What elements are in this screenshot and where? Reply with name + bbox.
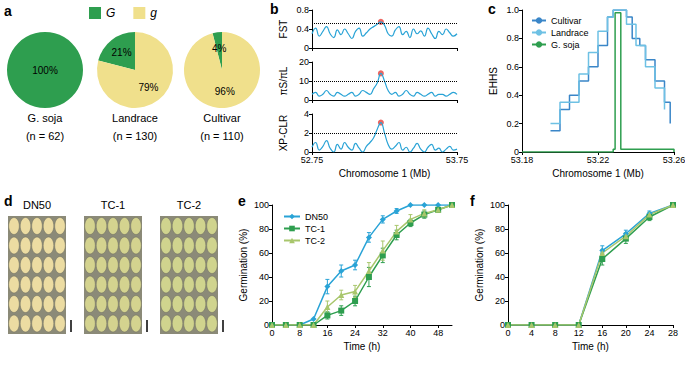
svg-text:0.4: 0.4 — [506, 90, 519, 100]
svg-text:Cultivar: Cultivar — [551, 16, 582, 26]
svg-text:16: 16 — [597, 328, 607, 338]
svg-text:b: b — [270, 1, 279, 17]
svg-text:53.26: 53.26 — [663, 155, 685, 165]
svg-text:16: 16 — [322, 328, 332, 338]
svg-text:1.0: 1.0 — [506, 5, 519, 15]
svg-text:24: 24 — [644, 328, 654, 338]
svg-text:Chromosome 1 (Mb): Chromosome 1 (Mb) — [552, 168, 644, 179]
svg-text:Time (h): Time (h) — [344, 341, 381, 352]
svg-text:0.6: 0.6 — [506, 62, 519, 72]
svg-text:Cultivar: Cultivar — [203, 112, 241, 124]
svg-text:48: 48 — [433, 328, 443, 338]
svg-text:0: 0 — [304, 95, 309, 105]
svg-text:40: 40 — [405, 328, 415, 338]
svg-text:f: f — [470, 193, 475, 209]
svg-text:G. soja: G. soja — [28, 112, 64, 124]
svg-text:0: 0 — [304, 147, 309, 157]
svg-text:TC-2: TC-2 — [305, 236, 325, 246]
svg-text:21%: 21% — [112, 47, 132, 58]
svg-text:(n = 130): (n = 130) — [113, 130, 157, 142]
svg-text:4%: 4% — [212, 43, 227, 54]
svg-text:Chromosome 1 (Mb): Chromosome 1 (Mb) — [339, 168, 431, 179]
svg-text:24: 24 — [350, 328, 360, 338]
svg-text:FST: FST — [278, 20, 289, 39]
svg-text:TC-2: TC-2 — [177, 199, 201, 211]
svg-text:96%: 96% — [215, 86, 235, 97]
svg-text:G. soja: G. soja — [551, 40, 580, 50]
svg-text:d: d — [4, 193, 13, 209]
svg-text:20: 20 — [495, 296, 505, 306]
svg-text:53.22: 53.22 — [587, 155, 610, 165]
svg-text:28: 28 — [668, 328, 678, 338]
svg-text:0.8: 0.8 — [296, 5, 309, 15]
svg-text:0: 0 — [505, 328, 510, 338]
svg-text:8: 8 — [297, 328, 302, 338]
svg-text:60: 60 — [259, 248, 269, 258]
svg-text:0: 0 — [514, 147, 519, 157]
svg-text:0.2: 0.2 — [506, 119, 519, 129]
svg-text:TC-1: TC-1 — [101, 199, 125, 211]
svg-text:XP-CLR: XP-CLR — [278, 115, 289, 152]
svg-text:Time (h): Time (h) — [572, 341, 609, 352]
svg-text:g: g — [150, 6, 157, 20]
svg-text:53.18: 53.18 — [511, 155, 534, 165]
svg-text:πS/πL: πS/πL — [278, 66, 289, 95]
svg-text:Landrace: Landrace — [112, 112, 158, 124]
svg-text:c: c — [488, 1, 496, 17]
svg-text:12: 12 — [574, 328, 584, 338]
svg-text:4: 4 — [304, 109, 309, 119]
svg-text:0.4: 0.4 — [296, 24, 309, 34]
svg-text:100: 100 — [490, 200, 505, 210]
svg-text:60: 60 — [495, 248, 505, 258]
svg-text:Germination (%): Germination (%) — [474, 229, 485, 302]
svg-text:2: 2 — [304, 128, 309, 138]
svg-text:0: 0 — [264, 320, 269, 330]
svg-text:80: 80 — [259, 224, 269, 234]
svg-text:0.8: 0.8 — [506, 33, 519, 43]
svg-text:32: 32 — [378, 328, 388, 338]
svg-text:e: e — [238, 193, 246, 209]
svg-text:EHHS: EHHS — [488, 67, 499, 95]
svg-text:53.75: 53.75 — [446, 155, 469, 165]
svg-text:4: 4 — [529, 328, 534, 338]
svg-text:52.75: 52.75 — [301, 155, 324, 165]
svg-text:79%: 79% — [138, 82, 158, 93]
svg-text:20: 20 — [621, 328, 631, 338]
svg-text:TC-1: TC-1 — [305, 224, 325, 234]
svg-text:0: 0 — [269, 328, 274, 338]
svg-text:0: 0 — [500, 320, 505, 330]
svg-text:20: 20 — [259, 296, 269, 306]
svg-text:(n = 110): (n = 110) — [200, 130, 244, 142]
svg-text:8: 8 — [553, 328, 558, 338]
svg-text:0: 0 — [304, 43, 309, 53]
svg-text:40: 40 — [259, 272, 269, 282]
svg-text:40: 40 — [495, 272, 505, 282]
svg-text:100%: 100% — [32, 65, 58, 76]
svg-text:Landrace: Landrace — [551, 28, 589, 38]
svg-text:80: 80 — [495, 224, 505, 234]
svg-text:a: a — [4, 3, 12, 19]
svg-text:100: 100 — [254, 200, 269, 210]
svg-text:DN50: DN50 — [23, 199, 51, 211]
svg-text:Germination (%): Germination (%) — [238, 229, 249, 302]
svg-text:DN50: DN50 — [305, 212, 328, 222]
svg-text:(n = 62): (n = 62) — [26, 130, 64, 142]
svg-text:10: 10 — [299, 76, 309, 86]
svg-text:G: G — [106, 6, 115, 20]
svg-text:20: 20 — [299, 57, 309, 67]
